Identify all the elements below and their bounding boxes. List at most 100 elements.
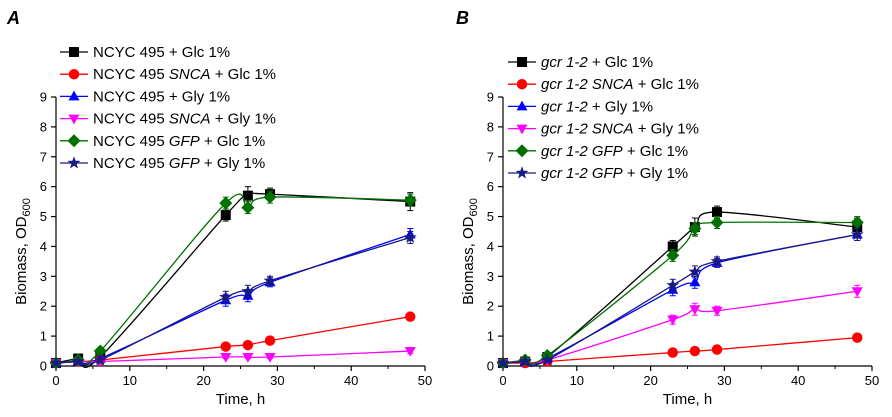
legend-label-part: + Glc 1% [623, 143, 688, 160]
legend-label-part: + Glc 1% [211, 66, 276, 83]
data-point [496, 356, 510, 369]
legend-label-part: gcr 1-2 [541, 98, 588, 115]
legend-item: gcr 1-2 SNCA + Gly 1% [508, 121, 699, 138]
series-1 [497, 332, 863, 369]
legend-label-part: + Glc 1% [200, 133, 265, 150]
legend-marker [68, 90, 80, 101]
legend-item: NCYC 495 GFP + Glc 1% [60, 133, 265, 150]
y-tick-label: 9 [487, 90, 494, 105]
legend-label-part: GFP [169, 155, 200, 172]
y-tick-label: 1 [487, 329, 494, 344]
x-tick-label: 20 [196, 373, 210, 388]
y-tick-label: 2 [487, 299, 494, 314]
data-point [242, 339, 254, 351]
legend-marker [515, 144, 529, 158]
x-tick-label: 10 [570, 373, 584, 388]
series-1 [50, 311, 416, 369]
series-line [502, 211, 858, 367]
legend-item: gcr 1-2 SNCA + Glc 1% [508, 76, 699, 93]
legend-label-part: gcr 1-2 GFP [541, 165, 623, 182]
legend-marker [69, 47, 79, 57]
data-point [851, 287, 863, 298]
panel-label: B [456, 8, 469, 28]
y-axis-title-subscript: 600 [21, 198, 33, 216]
y-tick-label: 0 [487, 359, 494, 374]
y-tick-label: 3 [487, 269, 494, 284]
data-point [71, 354, 85, 367]
data-point [220, 341, 231, 352]
legend-marker [67, 156, 81, 169]
legend-label-part: NCYC 495 [93, 155, 169, 172]
legend-label-part: + Gly 1% [211, 111, 276, 128]
x-tick-label: 50 [865, 373, 879, 388]
legend-item: NCYC 495 + Glc 1% [60, 44, 230, 61]
legend-label-part: GFP [169, 133, 200, 150]
y-tick-label: 6 [40, 179, 47, 194]
legend-item: gcr 1-2 GFP + Glc 1% [508, 143, 688, 160]
panel-a: A 0 10 20 30 40 50 0 1 2 3 4 5 6 7 8 9 Time, h Biomass, OD… [6, 8, 432, 408]
data-point [220, 353, 232, 363]
legend-item: gcr 1-2 GFP + Gly 1% [508, 165, 688, 182]
data-point [689, 276, 701, 287]
legend-item: gcr 1-2 + Gly 1% [508, 98, 653, 115]
legend-label: gcr 1-2 SNCA + Glc 1% [541, 76, 699, 93]
x-tick-label: 40 [344, 373, 358, 388]
data-point [711, 344, 723, 355]
y-tick-label: 2 [40, 299, 47, 314]
y-tick-label: 4 [40, 239, 47, 254]
data-point [241, 284, 255, 297]
legend-item: NCYC 495 SNCA + Gly 1% [60, 111, 276, 128]
series-line [502, 233, 858, 367]
series-0 [498, 205, 863, 369]
data-point [540, 353, 554, 366]
legend-label-part: + Gly 1% [200, 155, 265, 172]
y-tick-label: 3 [40, 269, 47, 284]
legend-label: gcr 1-2 + Glc 1% [541, 54, 653, 71]
legend-label: NCYC 495 SNCA + Gly 1% [93, 111, 276, 128]
data-point [666, 278, 680, 291]
legend-label-part: NCYC 495 + Gly 1% [93, 88, 230, 105]
x-axis-title: Time, h [663, 391, 712, 408]
data-point [404, 311, 416, 322]
data-point [264, 335, 276, 346]
legend-label-part: + Glc 1% [588, 54, 653, 71]
legend-label-part: SNCA [169, 66, 211, 83]
data-point [93, 344, 107, 358]
legend-label: gcr 1-2 GFP + Gly 1% [541, 165, 688, 182]
x-tick-label: 10 [123, 373, 137, 388]
data-point [851, 332, 863, 343]
x-tick-label: 0 [52, 373, 59, 388]
y-tick-label: 9 [40, 90, 47, 105]
data-point [666, 248, 680, 262]
legend-label-part: NCYC 495 [93, 111, 169, 128]
data-point [711, 306, 723, 317]
series-line [55, 193, 411, 366]
data-point [220, 210, 231, 221]
legend-marker [68, 68, 80, 80]
y-tick-label: 8 [487, 119, 494, 134]
x-tick-label: 30 [717, 373, 731, 388]
legend-marker [517, 57, 527, 67]
series-0 [51, 186, 416, 369]
legend-marker [516, 100, 528, 111]
x-tick-label: 40 [791, 373, 805, 388]
legend-item: NCYC 495 SNCA + Glc 1% [60, 66, 276, 83]
panel-label: A [6, 8, 20, 28]
y-axis-title-main: Biomass, OD [460, 216, 477, 305]
y-tick-label: 1 [40, 329, 47, 344]
data-point [404, 347, 416, 357]
data-point [850, 216, 864, 230]
data-point [403, 193, 417, 207]
x-tick-label: 50 [418, 373, 432, 388]
legend-label: gcr 1-2 GFP + Glc 1% [541, 143, 688, 160]
data-point [403, 230, 417, 243]
data-point [689, 305, 701, 315]
series-line [55, 350, 411, 364]
legend-item: NCYC 495 GFP + Gly 1% [60, 155, 265, 172]
legend-label-part: NCYC 495 [93, 66, 169, 83]
legend: NCYC 495 + Glc 1%NCYC 495 SNCA + Glc 1%N… [60, 44, 276, 172]
legend-label: NCYC 495 GFP + Glc 1% [93, 133, 265, 150]
legend-label-part: gcr 1-2 GFP [541, 143, 623, 160]
legend-item: NCYC 495 + Gly 1% [60, 88, 230, 105]
